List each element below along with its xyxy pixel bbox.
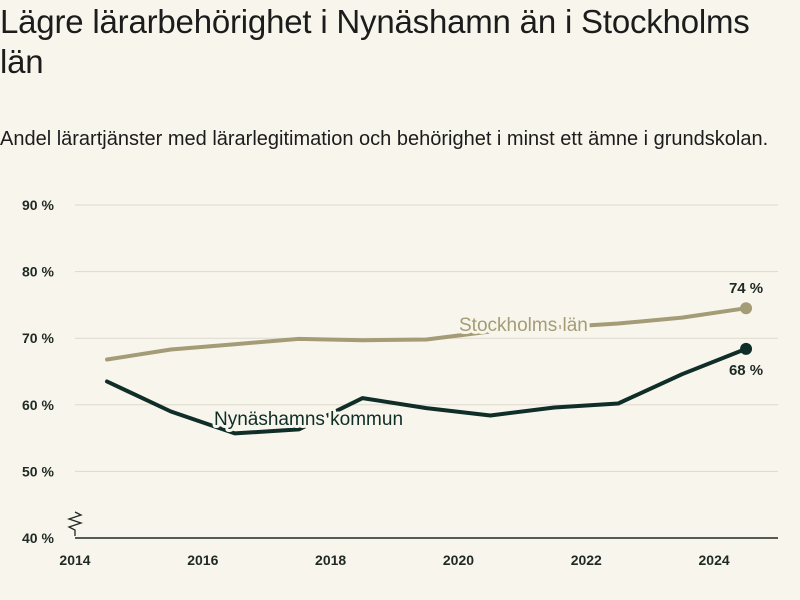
series-line	[105, 306, 748, 362]
end-point-marker	[740, 302, 753, 315]
end-point-marker	[740, 342, 753, 355]
y-tick-label: 40 %	[22, 530, 54, 546]
x-tick-label: 2016	[187, 552, 218, 568]
x-tick-label: 2024	[699, 552, 730, 568]
y-tick-label: 90 %	[22, 197, 54, 213]
y-tick-label: 60 %	[22, 397, 54, 413]
x-tick-label: 2020	[443, 552, 474, 568]
end-value-label: 74 %	[729, 280, 763, 297]
y-tick-label: 70 %	[22, 330, 54, 346]
x-tick-label: 2018	[315, 552, 346, 568]
series-label: Stockholms län	[459, 315, 588, 336]
y-tick-label: 80 %	[22, 264, 54, 280]
axis-break-icon	[66, 511, 84, 536]
x-tick-label: 2014	[59, 552, 90, 568]
y-tick-label: 50 %	[22, 463, 54, 479]
chart-subtitle: Andel lärartjänster med lärarlegitimatio…	[0, 128, 769, 150]
series-line	[105, 346, 748, 436]
x-tick-label: 2022	[571, 552, 602, 568]
chart-title: Lägre lärarbehörighet i Nynäshamn än i S…	[0, 3, 750, 80]
end-value-label: 68 %	[729, 362, 763, 379]
series-label: Nynäshamns kommun	[214, 409, 403, 430]
